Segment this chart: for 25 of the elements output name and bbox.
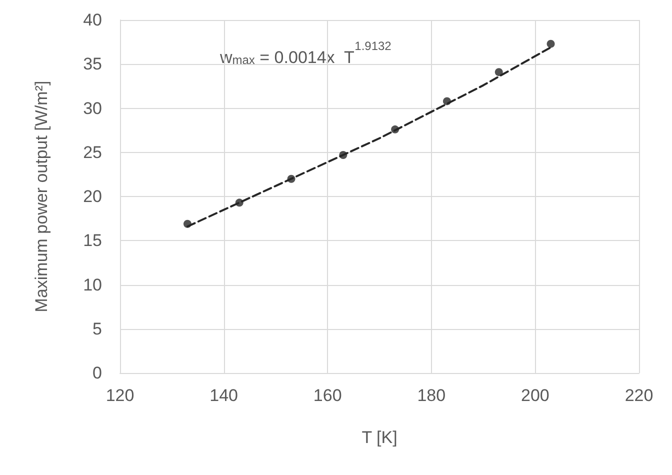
point xyxy=(391,125,400,134)
point xyxy=(339,151,348,160)
y-tick-label: 20 xyxy=(83,187,102,206)
x-tick-label: 120 xyxy=(106,386,134,405)
y-tick-label: 5 xyxy=(92,319,102,338)
point xyxy=(235,198,244,207)
x-tick-label: 160 xyxy=(313,386,342,405)
point xyxy=(442,97,451,106)
y-tick-label: 25 xyxy=(83,142,102,162)
x-axis-title: T [K] xyxy=(362,428,398,447)
y-tick-label: 40 xyxy=(83,10,102,30)
y-tick-label: 15 xyxy=(83,231,102,250)
y-tick-label: 30 xyxy=(83,98,102,118)
y-tick-label: 0 xyxy=(92,364,102,382)
y-tick-label: 10 xyxy=(83,275,102,294)
point xyxy=(287,174,296,183)
x-tick-label: 180 xyxy=(417,386,446,405)
y-tick-label: 35 xyxy=(83,54,102,74)
x-tick-label: 220 xyxy=(624,386,654,405)
point xyxy=(183,220,192,228)
x-tick-label: 200 xyxy=(521,386,550,405)
point xyxy=(546,40,555,48)
y-axis-title: Maximum power output [W/m²] xyxy=(32,80,51,312)
point xyxy=(494,68,503,76)
x-tick-label: 140 xyxy=(210,386,238,405)
